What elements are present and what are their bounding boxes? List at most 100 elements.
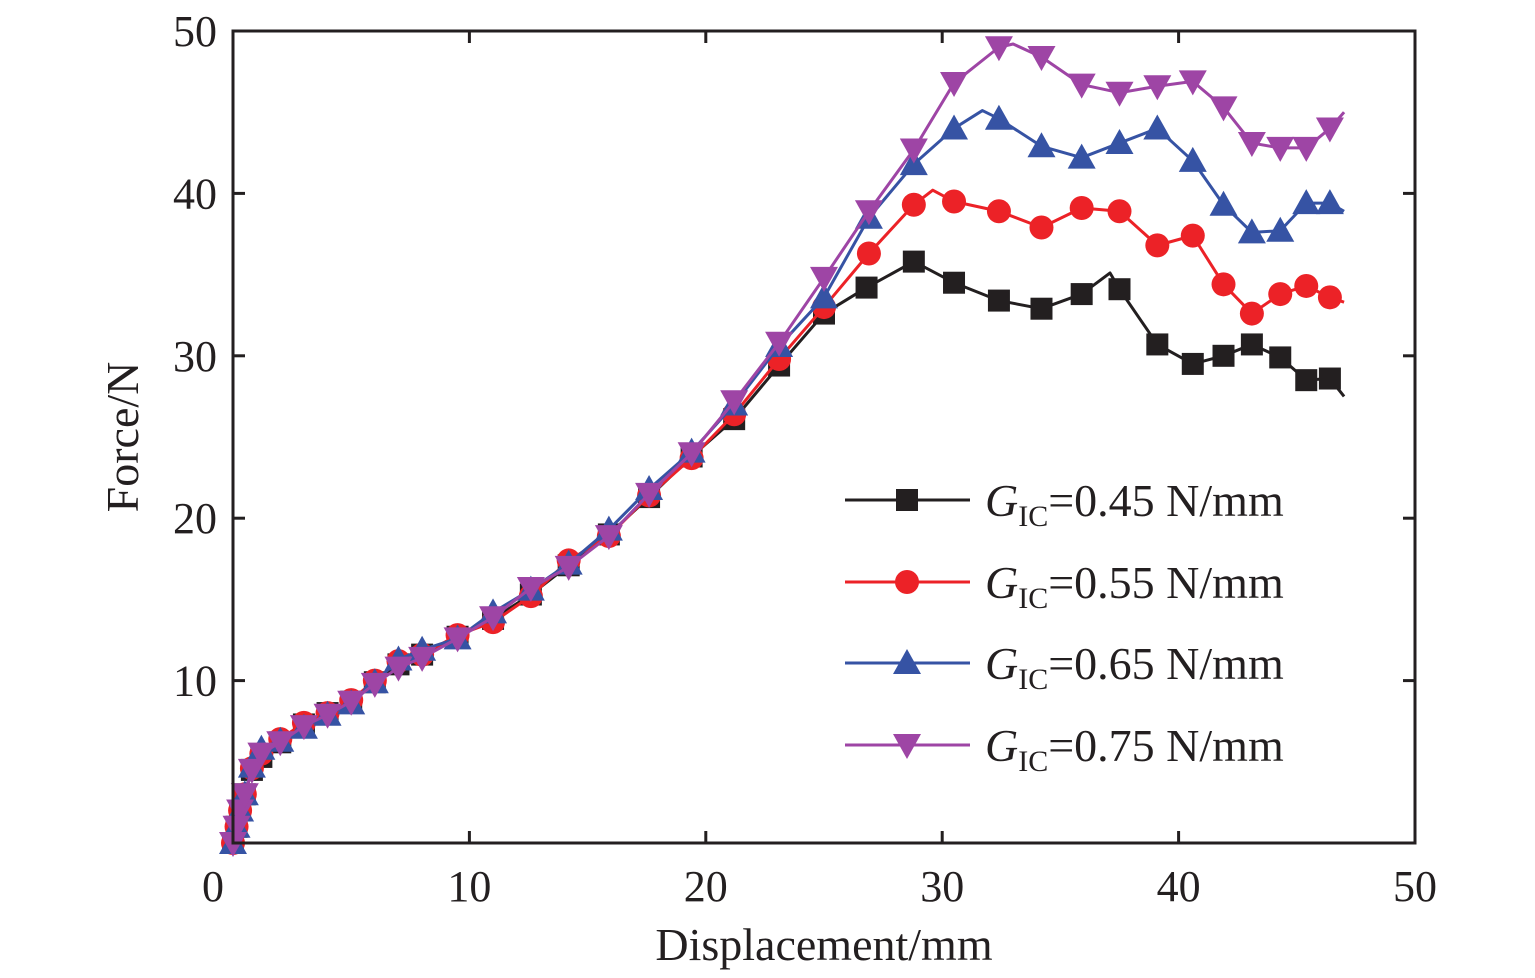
triangle-down-marker (1027, 45, 1056, 71)
y-axis-label: Force/N (97, 362, 148, 513)
triangle-down-marker (516, 577, 545, 603)
circle-marker (1180, 223, 1205, 248)
triangle-down-marker (1209, 96, 1238, 122)
triangle-up-marker (1067, 143, 1096, 169)
triangle-down-marker (313, 703, 342, 729)
triangle-up-marker (940, 114, 969, 140)
triangle-up-marker (1105, 129, 1134, 155)
triangle-down-marker (237, 758, 266, 784)
circle-marker (1069, 196, 1094, 221)
legend-label: GIC=0.75 N/mm (985, 720, 1284, 778)
square-marker (855, 276, 878, 299)
triangle-down-marker (594, 525, 623, 551)
circle-marker (1107, 199, 1132, 224)
circle-marker (1268, 282, 1293, 307)
legend-entry-2: GIC=0.65 N/mm (845, 638, 1284, 696)
circle-marker (1294, 273, 1319, 298)
triangle-down-marker (984, 36, 1013, 62)
triangle-down-marker (230, 783, 259, 809)
triangle-down-marker (677, 442, 706, 468)
circle-marker (1239, 301, 1264, 326)
triangle-down-marker (554, 555, 583, 581)
triangle-down-marker (266, 731, 295, 757)
square-marker (1108, 278, 1131, 301)
square-marker (902, 250, 925, 273)
y-tick-label: 10 (173, 657, 217, 706)
triangle-down-marker (1237, 132, 1266, 158)
legend-entry-3: GIC=0.75 N/mm (845, 720, 1284, 778)
legend-label: GIC=0.55 N/mm (985, 557, 1284, 615)
triangle-up-marker (893, 649, 921, 674)
triangle-down-marker (1105, 81, 1134, 107)
y-tick-label: 20 (173, 494, 217, 543)
triangle-down-marker (1292, 136, 1321, 162)
plot-area (219, 36, 1346, 857)
triangle-down-marker (443, 627, 472, 653)
triangle-down-marker (1315, 117, 1344, 143)
triangle-up-marker (1027, 132, 1056, 158)
triangle-up-marker (1143, 114, 1172, 140)
triangle-up-marker (1315, 189, 1344, 215)
y-tick-label: 50 (173, 7, 217, 56)
triangle-down-marker (360, 672, 389, 698)
square-marker (987, 289, 1010, 312)
square-marker (943, 271, 966, 294)
x-tick-label: 0 (202, 862, 224, 911)
x-tick-label: 40 (1157, 862, 1201, 911)
circle-marker (986, 199, 1011, 224)
triangle-down-marker (893, 734, 921, 759)
square-marker (1240, 333, 1263, 356)
triangle-up-marker (1292, 189, 1321, 215)
triangle-up-marker (984, 104, 1013, 130)
triangle-down-marker (810, 266, 838, 292)
x-axis-label: Displacement/mm (655, 919, 992, 970)
x-tick-label: 30 (920, 862, 964, 911)
triangle-up-marker (1237, 218, 1266, 244)
square-marker (1269, 346, 1292, 369)
square-marker (1318, 367, 1341, 390)
triangle-down-marker (765, 331, 794, 357)
triangle-down-marker (1067, 73, 1096, 99)
square-marker (1070, 283, 1093, 306)
circle-marker (1145, 233, 1170, 258)
circle-marker (901, 192, 926, 217)
triangle-down-marker (854, 200, 883, 226)
square-marker (1181, 352, 1204, 375)
triangle-down-marker (1178, 70, 1207, 96)
triangle-down-marker (337, 690, 366, 716)
series-3 (219, 36, 1346, 857)
triangle-down-marker (222, 815, 251, 841)
axes: 0 10 20 30 40 50 10 20 30 40 50 (173, 7, 1437, 911)
triangle-up-marker (1266, 216, 1295, 242)
square-marker (1212, 344, 1235, 367)
circle-marker (895, 570, 919, 594)
triangle-down-marker (1143, 75, 1172, 101)
legend-label: GIC=0.45 N/mm (985, 475, 1284, 533)
triangle-down-marker (720, 390, 749, 416)
legend: GIC=0.45 N/mm GIC=0.55 N/mm GIC=0.65 N/mm G… (845, 475, 1284, 778)
x-tick-label: 10 (447, 862, 491, 911)
legend-entry-1: GIC=0.55 N/mm (845, 557, 1284, 615)
triangle-down-marker (247, 742, 276, 768)
triangle-down-marker (1266, 136, 1295, 162)
triangle-down-marker (635, 482, 664, 508)
triangle-down-marker (289, 715, 318, 741)
legend-entry-0: GIC=0.45 N/mm (845, 475, 1284, 533)
x-tick-label: 20 (684, 862, 728, 911)
triangle-down-marker (408, 646, 437, 672)
legend-label: GIC=0.65 N/mm (985, 638, 1284, 696)
square-marker (1030, 297, 1053, 320)
triangle-down-marker (940, 71, 969, 97)
triangle-up-marker (810, 283, 838, 309)
triangle-down-marker (384, 656, 413, 682)
square-marker (1146, 333, 1169, 356)
y-tick-label: 40 (173, 169, 217, 218)
square-marker (1295, 369, 1318, 392)
plot-frame (231, 29, 1417, 845)
triangle-up-marker (1209, 190, 1238, 216)
x-tick-label: 50 (1393, 862, 1437, 911)
triangle-down-marker (899, 138, 928, 164)
square-marker (896, 489, 918, 511)
triangle-up-marker (1178, 146, 1207, 172)
